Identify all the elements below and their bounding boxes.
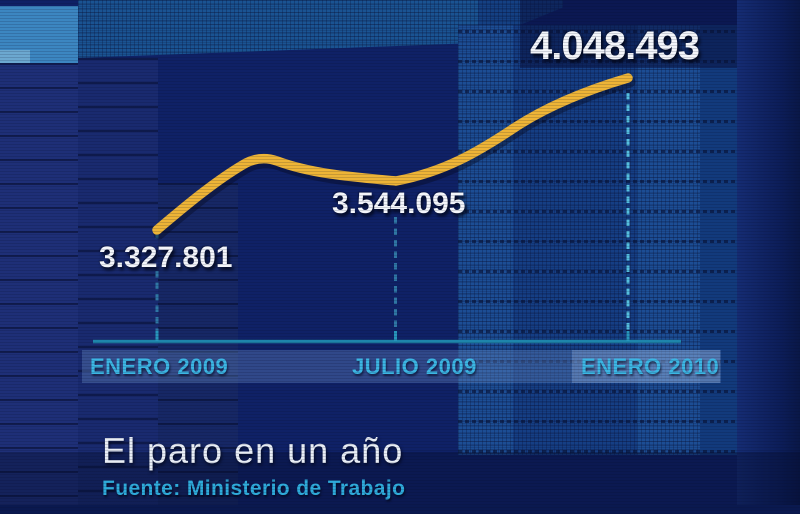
x-axis-label-enero-2010: ENERO 2010 (581, 354, 720, 379)
chart-line (152, 73, 633, 235)
x-axis (93, 331, 681, 344)
source-caption: Fuente: Ministerio de Trabajo (102, 477, 406, 500)
background-column-left-3 (158, 183, 238, 514)
x-axis-band (82, 350, 721, 383)
x-axis-label-julio-2009: JULIO 2009 (352, 354, 477, 379)
background-panel-top-grid (78, 0, 478, 58)
value-label-julio-2009: 3.544.095 (332, 187, 466, 220)
value-label-enero-2010: 4.048.493 (530, 24, 700, 68)
page-title: El paro en un año (102, 430, 404, 471)
background-dash-rows-texture (458, 25, 737, 455)
x-axis-band-highlight (572, 350, 720, 383)
background-panel-top-left-accent (0, 50, 30, 63)
background-veil-bottom (0, 452, 800, 514)
x-axis-label-enero-2009: ENERO 2009 (90, 354, 229, 379)
background-column-left-2 (78, 58, 158, 514)
background-column-far-right (737, 0, 800, 514)
background-edge-bottom (0, 505, 800, 514)
value-label-enero-2009: 3.327.801 (99, 241, 233, 274)
background-column-left (0, 63, 78, 514)
